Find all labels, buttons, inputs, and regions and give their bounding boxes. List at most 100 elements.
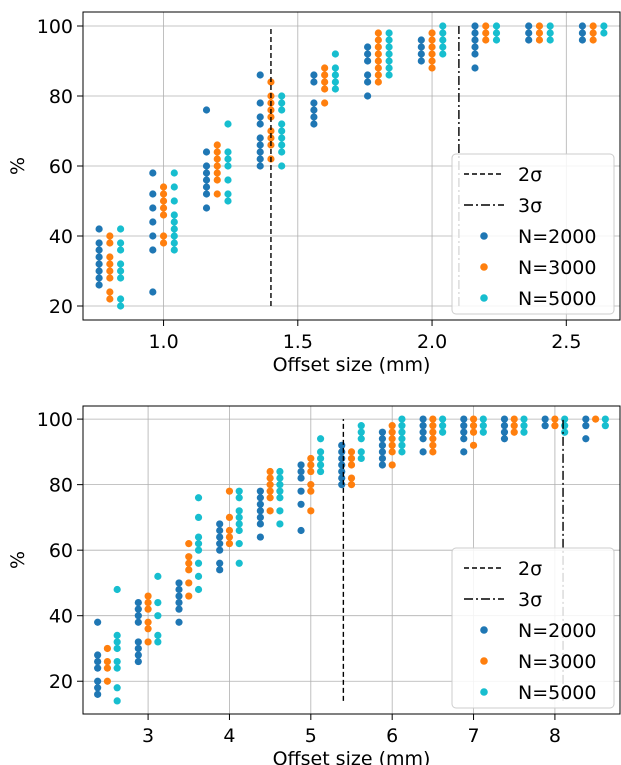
data-point	[256, 99, 264, 107]
data-point	[541, 422, 549, 430]
data-point	[439, 428, 447, 436]
data-point	[235, 507, 243, 515]
data-point	[278, 92, 286, 100]
data-point	[419, 435, 427, 443]
data-point	[185, 559, 193, 567]
y-axis-label: %	[7, 551, 29, 569]
data-point	[256, 120, 264, 128]
x-axis-label: Offset size (mm)	[273, 748, 431, 765]
data-point	[194, 540, 203, 548]
series-N=3000	[106, 22, 597, 303]
data-point	[113, 664, 121, 672]
data-point	[321, 71, 329, 79]
data-point	[357, 428, 365, 436]
data-point	[378, 435, 387, 443]
data-point	[278, 106, 286, 114]
x-tick-label: 1.5	[283, 331, 313, 353]
data-point	[103, 657, 112, 666]
data-point	[398, 422, 406, 430]
data-point	[546, 22, 554, 30]
data-point	[439, 29, 447, 37]
data-point	[591, 415, 600, 423]
data-point	[224, 162, 232, 170]
data-point	[194, 513, 203, 522]
y-tick-label: 60	[49, 540, 73, 562]
data-point	[144, 638, 152, 646]
data-point	[429, 448, 437, 456]
data-point	[106, 295, 114, 303]
data-point	[134, 605, 142, 613]
data-point	[185, 592, 193, 600]
data-point	[134, 644, 142, 653]
data-point	[551, 415, 559, 423]
data-point	[469, 422, 478, 430]
data-point	[225, 540, 234, 548]
data-point	[482, 29, 490, 37]
data-point	[266, 487, 274, 495]
data-point	[213, 162, 221, 170]
data-point	[235, 487, 243, 495]
data-point	[471, 29, 479, 37]
legend-dot-marker	[480, 232, 488, 240]
data-point	[378, 454, 387, 463]
data-point	[159, 211, 168, 219]
data-point	[331, 64, 339, 72]
data-point	[428, 64, 436, 72]
data-point	[439, 22, 447, 30]
data-point	[601, 422, 609, 430]
data-point	[471, 64, 479, 72]
data-point	[170, 246, 178, 254]
data-point	[106, 239, 114, 247]
data-point	[106, 232, 114, 240]
data-point	[256, 500, 264, 508]
data-point	[492, 22, 501, 30]
x-tick-label: 4	[223, 725, 235, 747]
data-point	[276, 481, 284, 489]
legend-box	[451, 153, 615, 315]
series-N=2000	[94, 415, 590, 698]
data-point	[471, 22, 479, 30]
data-point	[216, 546, 224, 554]
data-point	[175, 605, 183, 613]
data-point	[535, 36, 544, 44]
data-point	[149, 169, 157, 177]
data-point	[364, 78, 372, 86]
data-point	[482, 22, 490, 30]
data-point	[216, 520, 224, 528]
data-point	[224, 155, 232, 163]
data-point	[224, 190, 232, 198]
data-point	[471, 50, 479, 58]
y-axis-label: %	[7, 157, 29, 175]
data-point	[600, 29, 608, 37]
data-point	[338, 481, 346, 489]
data-point	[185, 579, 193, 587]
y-tick-label: 40	[49, 226, 73, 248]
data-point	[347, 481, 356, 489]
data-point	[429, 428, 437, 436]
data-point	[194, 546, 203, 554]
data-point	[561, 415, 569, 423]
y-tick-label: 40	[49, 606, 73, 628]
data-point	[374, 64, 382, 72]
data-point	[149, 246, 157, 254]
data-point	[321, 99, 329, 107]
data-point	[94, 684, 102, 692]
data-point	[213, 155, 221, 163]
data-point	[116, 295, 125, 303]
data-point	[194, 494, 203, 502]
data-point	[460, 422, 468, 430]
data-point	[276, 520, 284, 528]
data-point	[357, 422, 365, 430]
y-tick-label: 20	[49, 296, 73, 318]
data-point	[170, 197, 178, 205]
data-point	[316, 435, 325, 443]
data-point	[428, 50, 436, 58]
data-point	[113, 684, 121, 692]
legend-label: N=3000	[518, 257, 597, 279]
data-point	[374, 29, 382, 37]
data-point	[510, 415, 518, 423]
data-point	[460, 415, 468, 423]
x-tick-label: 2.5	[551, 331, 581, 353]
x-tick-label: 8	[549, 725, 561, 747]
data-point	[159, 183, 168, 191]
